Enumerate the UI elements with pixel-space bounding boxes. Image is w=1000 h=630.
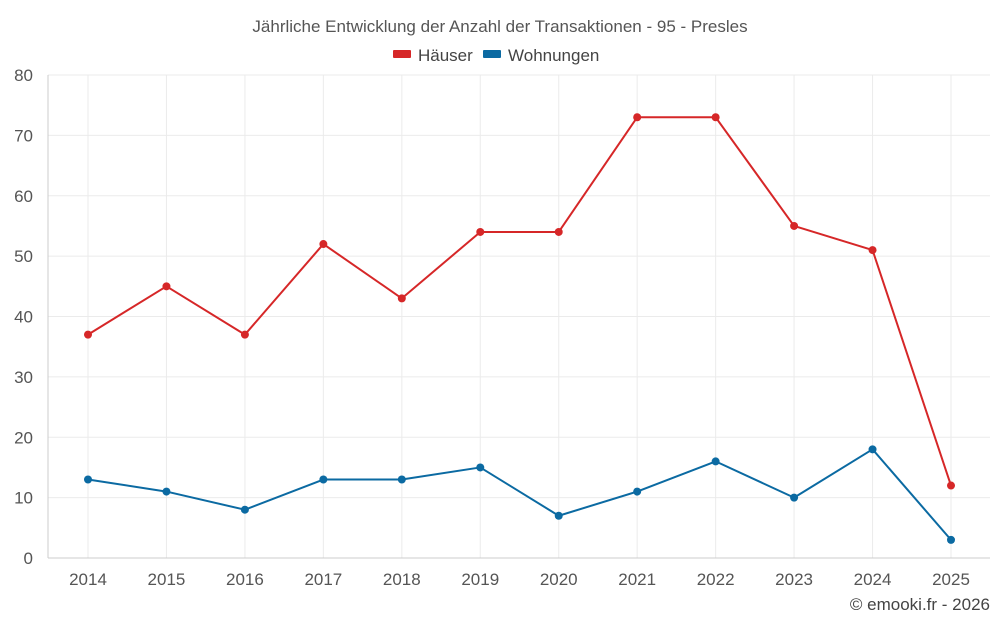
data-point-wohnungen[interactable] — [162, 487, 171, 496]
data-point-haeuser[interactable] — [162, 282, 171, 291]
legend-item-haeuser[interactable]: Häuser — [393, 46, 473, 65]
grid — [47, 74, 990, 559]
series-layer — [84, 113, 955, 544]
y-tick-label: 50 — [14, 247, 33, 266]
x-axis: 2014 2015 2016 2017 2018 2019 2020 2021 2022 2023… — [69, 570, 970, 589]
x-tick-label: 2019 — [461, 570, 499, 589]
legend-swatch-wohnungen — [483, 50, 501, 58]
legend-label-wohnungen: Wohnungen — [508, 46, 599, 65]
y-axis: 0 10 20 30 40 50 60 70 80 — [14, 66, 33, 568]
x-tick-label: 2018 — [383, 570, 421, 589]
legend: Häuser Wohnungen — [393, 46, 599, 65]
y-tick-label: 40 — [14, 308, 33, 327]
x-tick-label: 2022 — [697, 570, 735, 589]
data-point-haeuser[interactable] — [319, 240, 328, 249]
data-point-wohnungen[interactable] — [790, 493, 799, 502]
data-point-wohnungen[interactable] — [868, 445, 877, 454]
chart-title: Jährliche Entwicklung der Anzahl der Tra… — [252, 17, 747, 36]
x-tick-label: 2017 — [304, 570, 342, 589]
data-point-haeuser[interactable] — [711, 113, 720, 122]
y-tick-label: 0 — [24, 549, 33, 568]
data-point-haeuser[interactable] — [868, 246, 877, 255]
data-point-wohnungen[interactable] — [554, 511, 563, 520]
footer-credit: © emooki.fr - 2026 — [850, 595, 990, 614]
y-tick-label: 60 — [14, 187, 33, 206]
x-tick-label: 2023 — [775, 570, 813, 589]
x-tick-label: 2025 — [932, 570, 970, 589]
data-point-wohnungen[interactable] — [947, 535, 955, 544]
data-point-haeuser[interactable] — [790, 221, 799, 230]
data-point-haeuser[interactable] — [947, 481, 955, 490]
x-tick-label: 2024 — [854, 570, 892, 589]
y-tick-label: 30 — [14, 368, 33, 387]
legend-swatch-haeuser — [393, 50, 411, 58]
x-tick-label: 2021 — [618, 570, 656, 589]
data-point-haeuser[interactable] — [240, 330, 249, 339]
legend-label-haeuser: Häuser — [418, 46, 473, 65]
y-tick-label: 20 — [14, 428, 33, 447]
data-point-wohnungen[interactable] — [633, 487, 642, 496]
series-wohnungen — [84, 445, 955, 544]
y-tick-label: 70 — [14, 126, 33, 145]
data-point-wohnungen[interactable] — [397, 475, 406, 484]
x-tick-label: 2020 — [540, 570, 578, 589]
x-tick-label: 2015 — [148, 570, 186, 589]
y-tick-label: 80 — [14, 66, 33, 85]
x-tick-label: 2016 — [226, 570, 264, 589]
data-point-wohnungen[interactable] — [711, 457, 720, 466]
data-point-wohnungen[interactable] — [84, 475, 92, 484]
data-point-wohnungen[interactable] — [319, 475, 328, 484]
data-point-haeuser[interactable] — [84, 330, 92, 339]
data-point-haeuser[interactable] — [397, 294, 406, 303]
y-tick-label: 10 — [14, 489, 33, 508]
legend-item-wohnungen[interactable]: Wohnungen — [483, 46, 599, 65]
series-haeuser — [84, 113, 955, 490]
x-tick-label: 2014 — [69, 570, 107, 589]
series-line-haeuser — [87, 116, 952, 486]
data-point-haeuser[interactable] — [476, 227, 485, 236]
data-point-wohnungen[interactable] — [240, 505, 249, 514]
data-point-wohnungen[interactable] — [476, 463, 485, 472]
data-point-haeuser[interactable] — [554, 227, 563, 236]
data-point-haeuser[interactable] — [633, 113, 642, 122]
series-line-wohnungen — [87, 448, 952, 541]
